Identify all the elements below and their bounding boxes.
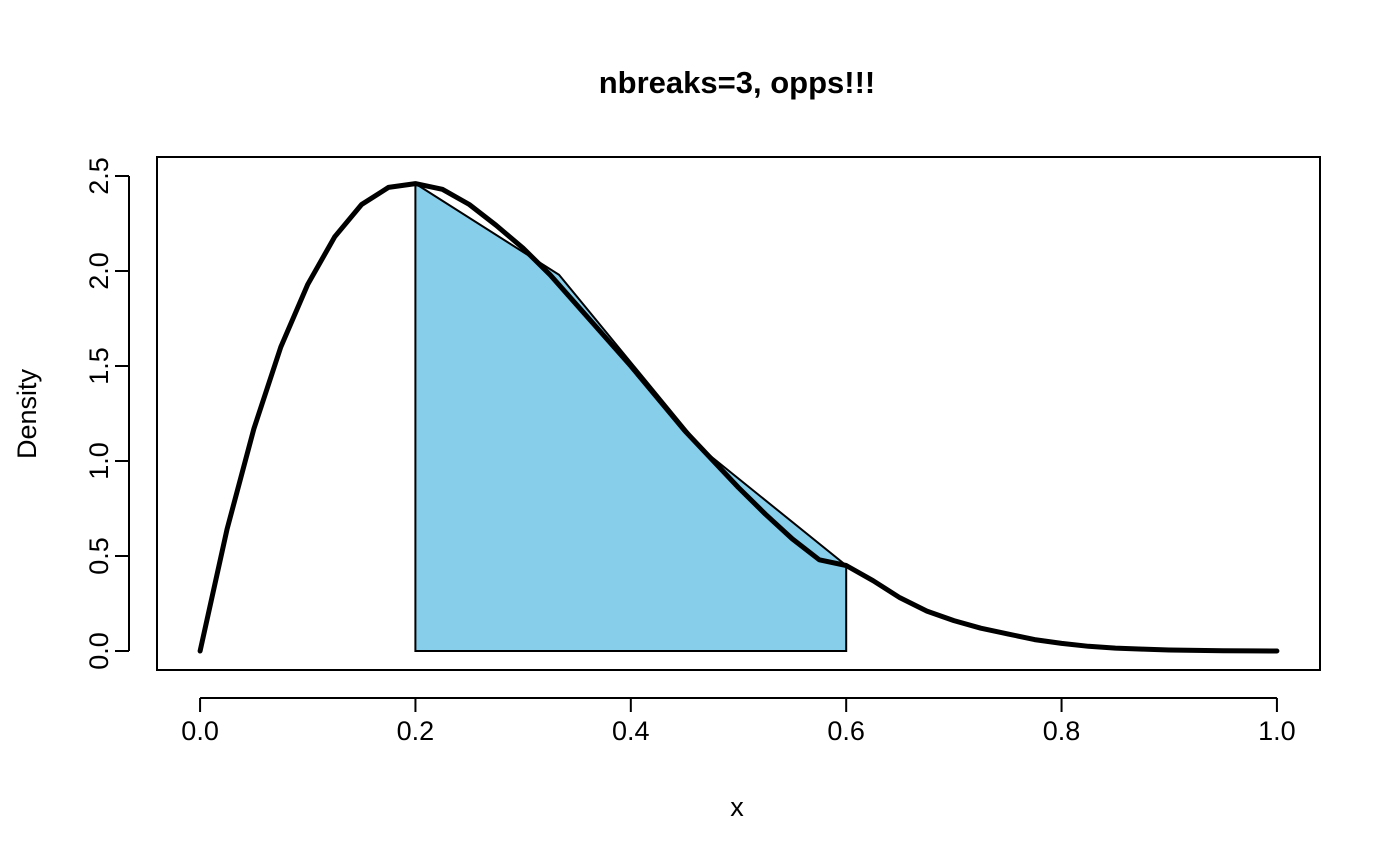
x-tick-label: 0.6 [827, 716, 865, 746]
y-tick-label: 2.5 [84, 157, 114, 195]
x-tick-label: 1.0 [1258, 716, 1296, 746]
chart-title: nbreaks=3, opps!!! [599, 65, 876, 100]
x-tick-label: 0.2 [397, 716, 435, 746]
density-curve [197, 181, 1280, 654]
plot-frame [156, 156, 1321, 671]
filled-area [414, 181, 848, 652]
y-tick-label: 1.0 [84, 442, 114, 480]
filled-area-layer [414, 181, 848, 652]
y-tick-label: 0.0 [84, 632, 114, 670]
x-axis: 0.0 0.2 0.4 0.6 0.8 1.0 [181, 697, 1296, 746]
y-axis: 0.0 0.5 1.0 1.5 2.0 2.5 [84, 157, 130, 670]
y-tick-label: 0.5 [84, 537, 114, 575]
y-axis-label: Density [12, 368, 42, 459]
x-tick-label: 0.0 [181, 716, 219, 746]
x-axis-label: x [730, 792, 744, 822]
x-tick-label: 0.4 [612, 716, 650, 746]
density-curve-layer [197, 181, 1280, 654]
y-tick-label: 1.5 [84, 347, 114, 385]
x-tick-label: 0.8 [1043, 716, 1081, 746]
y-tick-label: 2.0 [84, 252, 114, 290]
